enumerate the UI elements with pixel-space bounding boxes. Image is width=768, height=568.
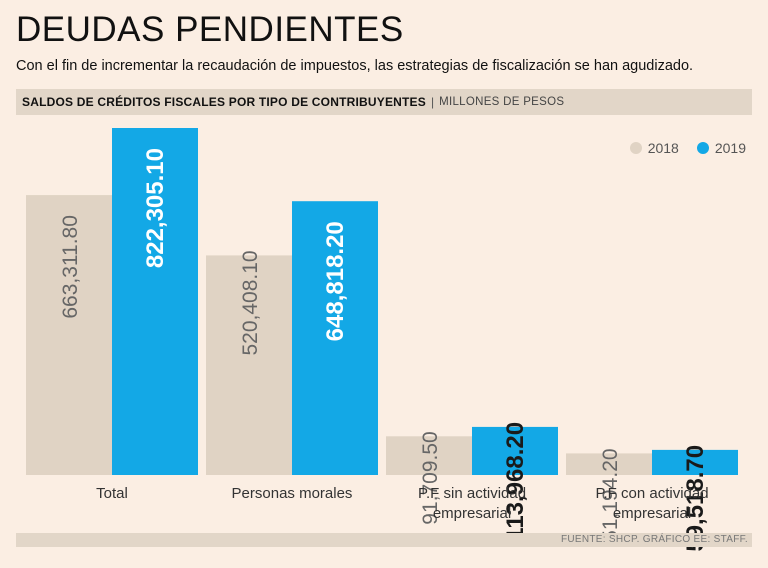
footer-band <box>16 533 752 547</box>
chart-unit: MILLONES DE PESOS <box>439 96 565 108</box>
bar-2019-1 <box>292 201 378 475</box>
legend-swatch-2018 <box>629 142 642 154</box>
chart-legend: 2018 2019 <box>612 140 746 156</box>
category-label-0-0: Total <box>96 485 128 502</box>
value-label-2018-2: 91,709.50 <box>419 431 442 524</box>
legend-label-2019: 2019 <box>714 140 746 156</box>
page-title: DEUDAS PENDIENTES <box>16 10 404 49</box>
value-label-2019-0: 822,305.10 <box>142 148 169 268</box>
bar-2018-2 <box>386 436 472 475</box>
category-label-2-1: empresarial <box>433 505 511 522</box>
category-label-3-1: empresarial <box>613 505 691 522</box>
legend-label-2018: 2018 <box>647 140 679 156</box>
value-label-2019-2: 113,968.20 <box>502 422 529 541</box>
bar-2019-0 <box>112 128 198 475</box>
bar-2018-3 <box>566 453 652 475</box>
value-label-2019-1: 648,818.20 <box>322 221 349 341</box>
bar-2018-0 <box>26 195 112 475</box>
category-label-3-0: P.F con actividad <box>595 485 708 502</box>
bar-2019-3 <box>652 449 738 475</box>
category-label-1-0: Personas morales <box>232 485 353 502</box>
page-subtitle: Con el fin de incrementar la recaudación… <box>16 58 694 74</box>
value-label-2018-1: 520,408.10 <box>239 250 262 355</box>
bar-2019-2 <box>472 426 558 475</box>
legend-swatch-2019 <box>696 142 709 154</box>
chart-title-band: SALDOS DE CRÉDITOS FISCALES POR TIPO DE … <box>16 89 752 115</box>
title-separator: | <box>430 95 435 109</box>
value-label-2018-3: 51,194.20 <box>599 448 622 541</box>
source-note: FUENTE: SHCP. GRÁFICO EE: STAFF. <box>560 534 748 545</box>
legend-item-2018: 2018 <box>629 140 679 156</box>
value-label-2018-0: 663,311.80 <box>59 215 82 319</box>
chart-title: SALDOS DE CRÉDITOS FISCALES POR TIPO DE … <box>22 95 426 109</box>
legend-item-2019: 2019 <box>696 140 746 156</box>
category-label-2-0: P.F sin actividad <box>418 485 526 502</box>
bar-2018-1 <box>206 255 292 475</box>
